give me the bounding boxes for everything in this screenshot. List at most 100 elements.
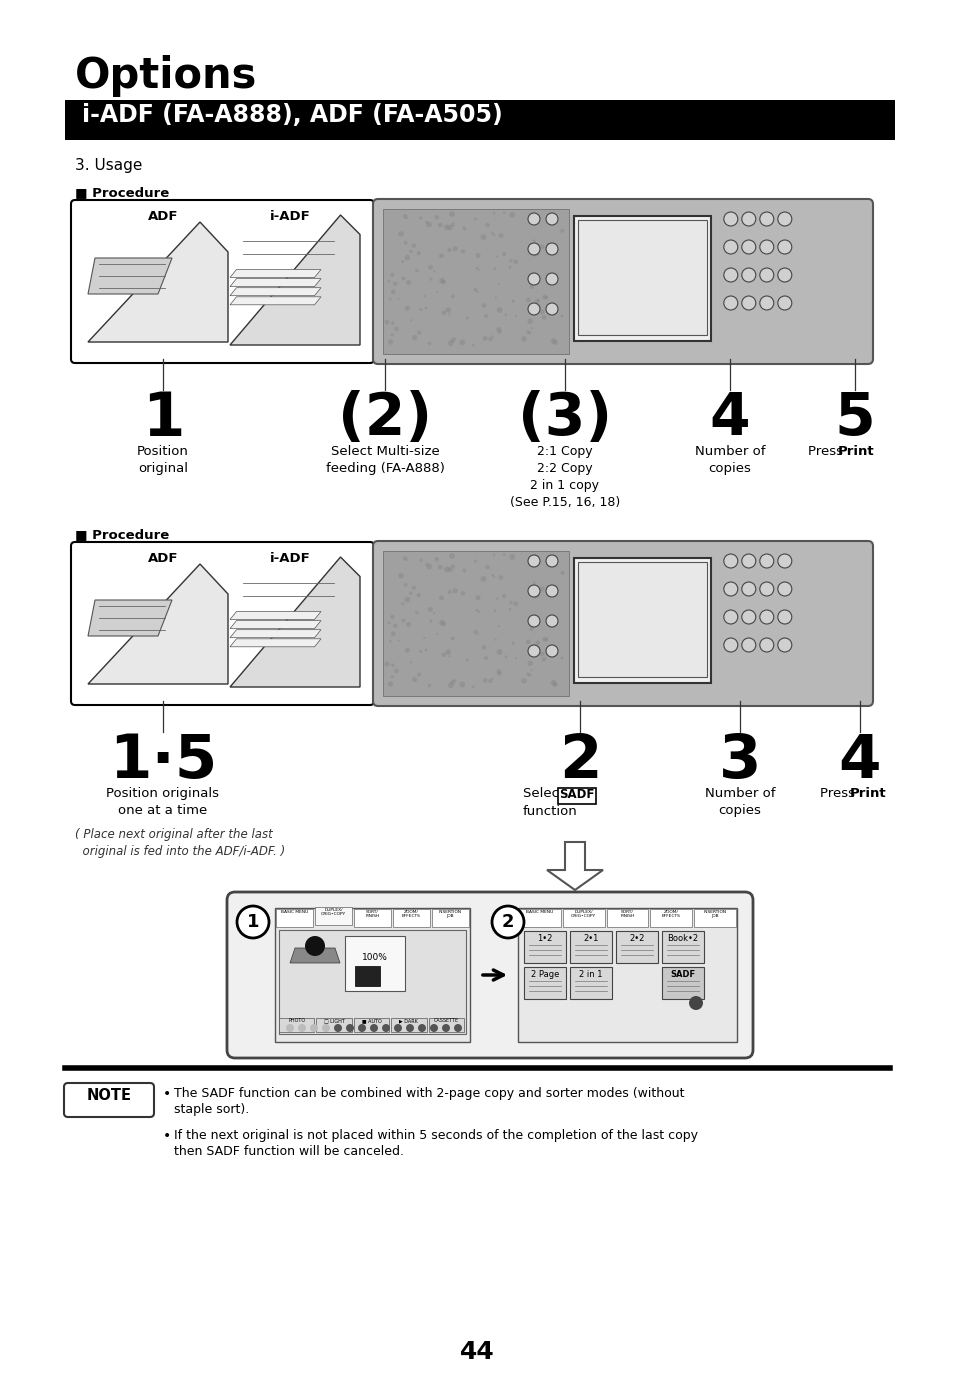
Circle shape: [530, 328, 532, 329]
Circle shape: [723, 582, 737, 596]
Circle shape: [476, 267, 478, 270]
Circle shape: [527, 213, 539, 224]
Circle shape: [533, 253, 536, 256]
Circle shape: [346, 1024, 354, 1031]
Circle shape: [436, 632, 437, 635]
Circle shape: [445, 649, 451, 655]
Circle shape: [404, 647, 410, 653]
Circle shape: [483, 314, 488, 318]
Bar: [523, 931, 565, 963]
Circle shape: [539, 651, 544, 657]
Circle shape: [415, 269, 418, 273]
Circle shape: [545, 555, 558, 567]
Circle shape: [559, 229, 564, 233]
Text: original is fed into the ADF/i-ADF. ): original is fed into the ADF/i-ADF. ): [75, 845, 285, 858]
Circle shape: [509, 554, 515, 559]
Circle shape: [462, 569, 466, 573]
Circle shape: [759, 296, 773, 310]
Circle shape: [539, 587, 544, 591]
Circle shape: [536, 595, 538, 598]
Bar: [569, 967, 612, 998]
Circle shape: [723, 212, 737, 226]
Text: Number of
copies: Number of copies: [704, 788, 775, 817]
Circle shape: [418, 308, 422, 311]
Circle shape: [430, 1024, 437, 1031]
Circle shape: [723, 638, 737, 651]
Circle shape: [491, 231, 494, 234]
Circle shape: [545, 616, 558, 627]
Circle shape: [384, 319, 389, 325]
Circle shape: [451, 223, 455, 227]
Circle shape: [465, 317, 468, 319]
Circle shape: [501, 593, 506, 598]
Circle shape: [546, 621, 550, 625]
Circle shape: [429, 278, 432, 281]
Circle shape: [410, 661, 412, 664]
Text: 3: 3: [718, 733, 760, 790]
Circle shape: [402, 556, 407, 560]
Bar: [345, 936, 405, 991]
Circle shape: [437, 223, 442, 227]
Circle shape: [429, 620, 432, 622]
Text: INSERTION
JOB: INSERTION JOB: [702, 910, 726, 918]
Text: i-ADF (FA-A888), ADF (FA-A505): i-ADF (FA-A888), ADF (FA-A505): [82, 103, 502, 127]
Circle shape: [394, 669, 398, 673]
Circle shape: [389, 297, 392, 300]
Text: CASSETTE: CASSETTE: [434, 1018, 458, 1023]
Text: ZOOM/
EFFECTS: ZOOM/ EFFECTS: [661, 910, 680, 918]
Polygon shape: [230, 288, 320, 296]
Circle shape: [393, 282, 396, 286]
Bar: [517, 907, 737, 1042]
Bar: [382, 551, 569, 695]
Circle shape: [447, 248, 451, 252]
Circle shape: [443, 224, 449, 230]
Circle shape: [546, 585, 549, 588]
Text: 2 Page: 2 Page: [530, 969, 558, 979]
Circle shape: [515, 315, 517, 317]
Circle shape: [527, 555, 539, 567]
Circle shape: [554, 310, 558, 314]
Text: ■ AUTO: ■ AUTO: [361, 1018, 381, 1023]
Circle shape: [539, 310, 544, 314]
Text: staple sort).: staple sort).: [173, 1103, 249, 1115]
Circle shape: [536, 306, 539, 308]
Text: 2 in 1: 2 in 1: [578, 969, 602, 979]
Circle shape: [305, 936, 325, 956]
Circle shape: [438, 595, 443, 600]
Circle shape: [401, 277, 405, 281]
Circle shape: [520, 336, 526, 341]
Circle shape: [476, 609, 478, 611]
Circle shape: [441, 653, 446, 657]
Circle shape: [447, 224, 452, 230]
Text: The SADF function can be combined with 2-page copy and sorter modes (without: The SADF function can be combined with 2…: [173, 1086, 684, 1100]
Circle shape: [777, 240, 791, 253]
Bar: [558, 788, 596, 804]
Bar: [382, 209, 569, 354]
Circle shape: [416, 672, 421, 676]
Circle shape: [384, 662, 389, 666]
Circle shape: [397, 640, 399, 642]
Circle shape: [397, 297, 399, 300]
Circle shape: [454, 679, 456, 682]
Circle shape: [462, 226, 466, 230]
FancyBboxPatch shape: [227, 892, 752, 1058]
Circle shape: [476, 633, 478, 635]
Circle shape: [533, 596, 536, 599]
Circle shape: [491, 677, 494, 680]
Text: •: •: [163, 1129, 172, 1143]
Circle shape: [416, 593, 420, 598]
Circle shape: [541, 657, 546, 661]
Polygon shape: [88, 222, 228, 341]
Circle shape: [535, 299, 538, 303]
Circle shape: [552, 682, 558, 687]
Circle shape: [544, 296, 548, 299]
Polygon shape: [88, 257, 172, 295]
Circle shape: [438, 278, 444, 284]
Circle shape: [723, 240, 737, 253]
Text: NOTE: NOTE: [87, 1088, 132, 1103]
Circle shape: [723, 610, 737, 624]
Circle shape: [542, 636, 547, 642]
Polygon shape: [88, 600, 172, 636]
Circle shape: [410, 319, 412, 321]
Circle shape: [426, 563, 432, 569]
